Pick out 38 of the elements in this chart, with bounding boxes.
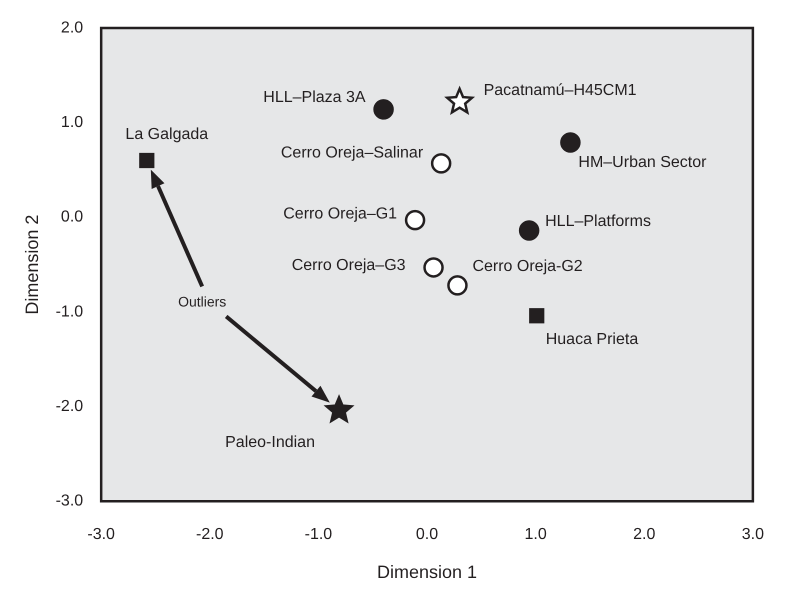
y-tick-label: 0.0 — [60, 208, 84, 226]
annotation: HLL–Platforms — [545, 212, 651, 230]
y-tick-label: -1.0 — [56, 303, 84, 320]
y-tick-label: 2.0 — [60, 19, 84, 36]
point — [446, 88, 474, 114]
x-axis-title: Dimension 1 — [377, 562, 478, 582]
point — [404, 210, 426, 230]
annotation: Cerro Oreja–G1 — [283, 206, 398, 223]
x-tick-label: 2.0 — [633, 526, 656, 544]
x-tick-label: -1.0 — [304, 526, 332, 544]
annotation: Cerro Oreja–Salinar — [280, 144, 424, 162]
point — [423, 257, 444, 278]
x-tick-label: 3.0 — [742, 526, 764, 544]
point — [373, 99, 394, 120]
point — [430, 153, 452, 174]
annotation: HLL–Plaza 3A — [263, 88, 366, 106]
annotation: Pacatnamú–H45CM1 — [484, 82, 637, 100]
point — [560, 132, 581, 153]
y-tick-label: -2.0 — [56, 398, 84, 415]
annotation: Outliers — [178, 293, 226, 310]
point — [518, 220, 540, 241]
x-tick-label: 0.0 — [416, 526, 438, 544]
x-tick-label: -3.0 — [87, 526, 116, 544]
x-tick-label: 1.0 — [524, 526, 547, 544]
annotation: Huaca Prieta — [546, 331, 638, 348]
point — [139, 152, 154, 168]
annotation: La Galgada — [125, 126, 208, 143]
y-tick-label: 1.0 — [60, 114, 84, 132]
point — [447, 275, 468, 296]
y-axis-title: Dimension 2 — [22, 214, 42, 315]
point — [529, 308, 544, 324]
annotation: Cerro Oreja-G2 — [472, 258, 583, 275]
y-tick-label: -3.0 — [56, 492, 84, 510]
annotation: Paleo-Indian — [225, 434, 315, 451]
annotation: Cerro Oreja–G3 — [292, 256, 406, 274]
point — [325, 396, 353, 422]
x-tick-label: -2.0 — [196, 526, 224, 544]
annotation: HM–Urban Sector — [578, 154, 708, 171]
